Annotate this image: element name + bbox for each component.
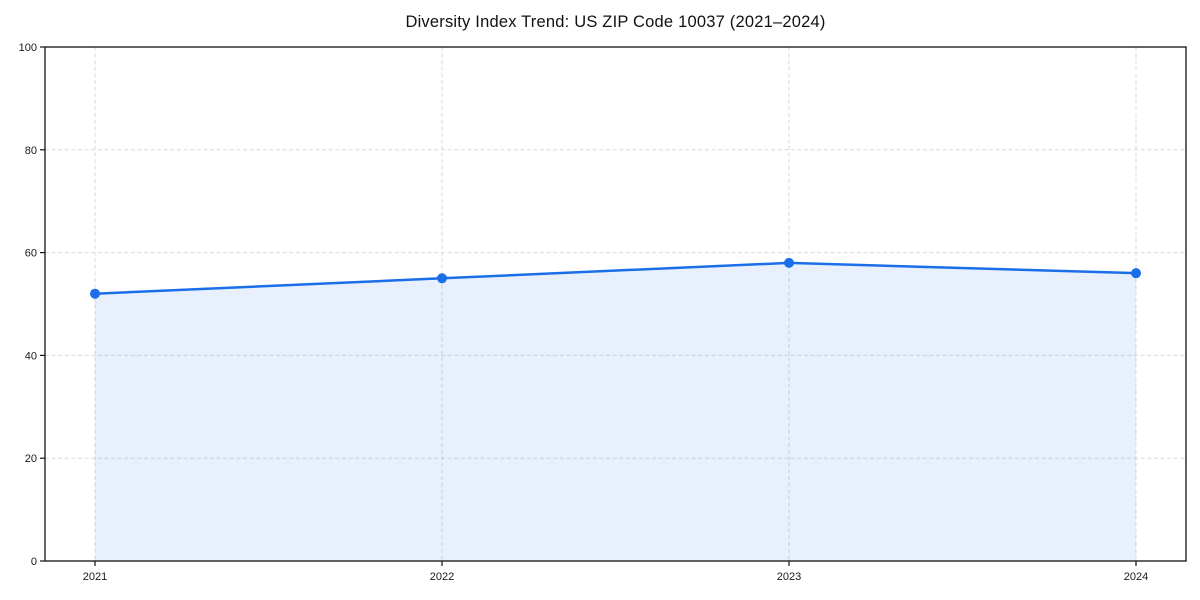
y-tick-label: 40 — [25, 350, 37, 362]
x-tick-label: 2022 — [430, 571, 454, 583]
chart-title: Diversity Index Trend: US ZIP Code 10037… — [405, 13, 826, 31]
data-point — [784, 257, 794, 268]
x-tick-label: 2024 — [1124, 571, 1148, 583]
y-tick-label: 0 — [31, 556, 37, 568]
trend-line — [93, 261, 1138, 295]
plot-border — [44, 46, 1187, 562]
x-tick-label: 2023 — [777, 571, 801, 583]
y-tick-label: 100 — [19, 42, 37, 54]
y-tick-label: 20 — [25, 453, 37, 465]
area-fill — [95, 262, 1136, 561]
data-point — [90, 288, 100, 299]
data-point — [1131, 268, 1141, 279]
y-tick-label: 60 — [25, 248, 37, 260]
x-tick-label: 2021 — [83, 571, 107, 583]
y-tick-label: 80 — [25, 145, 37, 157]
data-point — [437, 273, 447, 284]
